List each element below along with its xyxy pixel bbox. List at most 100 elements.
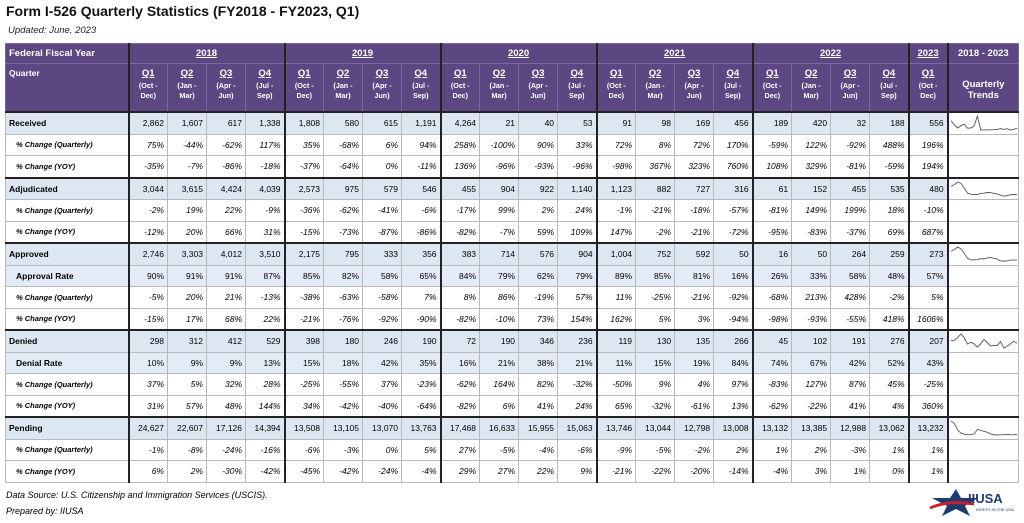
year: 2021 <box>663 48 686 59</box>
cell: 1,338 <box>244 111 286 135</box>
cell: 170% <box>713 133 754 156</box>
cell: -82% <box>439 394 481 418</box>
cell: 57% <box>557 286 598 309</box>
quarter: Q3 <box>531 68 545 79</box>
cell: 58% <box>362 264 403 287</box>
cell: 152 <box>791 176 832 200</box>
cell: -5% <box>635 438 676 461</box>
cell: -55% <box>323 373 364 396</box>
trend-cell <box>946 242 1020 266</box>
cell: -73% <box>323 220 364 244</box>
cell: 154% <box>557 307 598 331</box>
cell: -2% <box>127 199 168 222</box>
cell: -59% <box>869 155 910 178</box>
cell: 6% <box>479 394 520 418</box>
cell: 258% <box>439 133 481 156</box>
cell: 592 <box>674 242 715 266</box>
cell: 58% <box>830 264 871 287</box>
cell: 117% <box>244 133 286 156</box>
cell: -37% <box>283 155 325 178</box>
cell: -96% <box>557 155 598 178</box>
cell: 3% <box>674 307 715 331</box>
quarter-header: Q1 (Oct - Dec) <box>283 63 325 113</box>
metric-row: Pending 24,627 22,607 17,126 14,394 13,508 13,… <box>5 416 1020 440</box>
cell: -11% <box>401 155 442 178</box>
cell: 1% <box>907 460 949 483</box>
trend-cell <box>946 199 1020 222</box>
cell: 13,070 <box>362 416 403 440</box>
cell: 18% <box>323 351 364 374</box>
cell: 13% <box>713 394 754 418</box>
cell: -98% <box>751 307 793 331</box>
trend-cell <box>946 111 1020 135</box>
cell: 488% <box>869 133 910 156</box>
quarter-header: Q1 (Oct - Dec) <box>751 63 793 113</box>
sparkline-line <box>950 246 1017 262</box>
cell: -6% <box>283 438 325 461</box>
cell: 48% <box>206 394 246 418</box>
cell: -24% <box>362 460 403 483</box>
cell: -62% <box>323 199 364 222</box>
cell: 16% <box>439 351 481 374</box>
cell: 760% <box>713 155 754 178</box>
cell: -9% <box>244 199 286 222</box>
cell: 24% <box>557 199 598 222</box>
cell: -36% <box>283 199 325 222</box>
metric-row: Approved 2,746 3,303 4,012 3,510 2,175 795 333 3… <box>5 242 1020 266</box>
cell: 22,607 <box>167 416 207 440</box>
cell: -5% <box>127 286 168 309</box>
cell: 264 <box>830 242 871 266</box>
sparkline-line <box>950 333 1017 349</box>
quarter: Q1 <box>453 68 467 79</box>
cell: -23% <box>401 373 442 396</box>
cell: -68% <box>751 286 793 309</box>
quarter-months: (Jan - Mar) <box>801 81 821 100</box>
cell: 904 <box>557 242 598 266</box>
change-row: % Change (Quarterly) -1% -8% -24% -16% -6% -3%… <box>5 438 1020 461</box>
cell: -42% <box>323 394 364 418</box>
cell: 795 <box>323 242 364 266</box>
change-row: % Change (YOY) -15% 17% 68% 22% -21% -76% -92% -… <box>5 307 1020 331</box>
cell: 480 <box>907 176 949 200</box>
cell: 122% <box>791 133 832 156</box>
cell: 135 <box>674 329 715 353</box>
row-label: Pending <box>5 416 129 440</box>
cell: 82% <box>518 373 559 396</box>
cell: 5% <box>635 307 676 331</box>
cell: 162% <box>595 307 637 331</box>
cell: 412 <box>206 329 246 353</box>
cell: 1606% <box>907 307 949 331</box>
cell: 346 <box>518 329 559 353</box>
trend-cell <box>946 373 1020 396</box>
cell: 84% <box>713 351 754 374</box>
cell: 367% <box>635 155 676 178</box>
cell: 33% <box>557 133 598 156</box>
cell: 266 <box>713 329 754 353</box>
cell: -32% <box>557 373 598 396</box>
cell: 1,140 <box>557 176 598 200</box>
cell: 420 <box>791 111 832 135</box>
metric-row: Received 2,862 1,607 617 1,338 1,808 580 615 1,1… <box>5 111 1020 135</box>
quarter-months: (Apr - Jun) <box>840 81 860 100</box>
row-label: % Change (YOY) <box>5 155 129 178</box>
cell: 0% <box>362 155 403 178</box>
change-row: % Change (YOY) -12% 20% 66% 31% -15% -73% -87% -… <box>5 220 1020 244</box>
change-row: % Change (Quarterly) 37% 5% 32% 28% -25% -55% 3… <box>5 373 1020 396</box>
cell: -22% <box>635 460 676 483</box>
cell: 127% <box>791 373 832 396</box>
quarter-header: Q1 (Oct - Dec) <box>595 63 637 113</box>
cell: -13% <box>244 286 286 309</box>
quarter: Q4 <box>570 68 584 79</box>
cell: 27% <box>479 460 520 483</box>
cell: 13,763 <box>401 416 442 440</box>
cell: 3% <box>791 460 832 483</box>
cell: 9% <box>206 351 246 374</box>
updated-date: Updated: June, 2023 <box>8 25 97 36</box>
year: 2022 <box>820 48 842 59</box>
title: Form I-526 Quarterly Statistics (FY2018 … <box>6 3 360 19</box>
trend-cell <box>946 329 1020 353</box>
quarter-header: Q3 (Apr - Jun) <box>362 63 403 113</box>
cell: -72% <box>713 220 754 244</box>
cell: 35% <box>283 133 325 156</box>
cell: 3,044 <box>127 176 168 200</box>
